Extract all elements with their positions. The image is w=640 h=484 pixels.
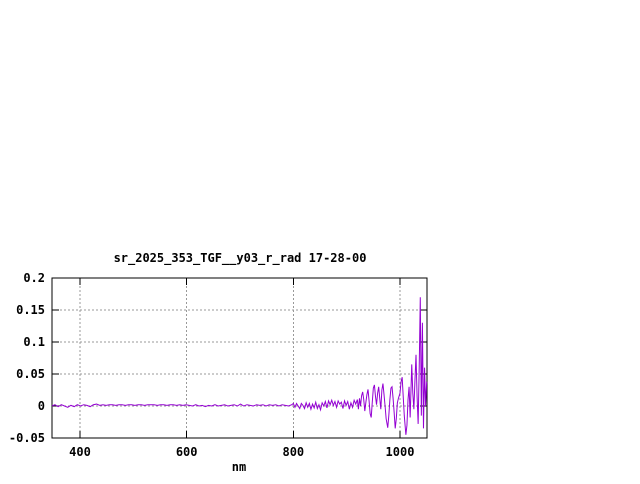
x-axis-label: nm [232,460,246,474]
series-line [51,297,428,435]
y-tick-label: 0.2 [23,271,45,285]
gridlines [52,278,427,438]
y-tick-label: 0 [38,399,45,413]
y-tick-label: 0.1 [23,335,45,349]
y-tick-label: 0.05 [16,367,45,381]
x-tick-label: 400 [69,445,91,459]
x-tick-label: 800 [282,445,304,459]
x-tick-label: 600 [176,445,198,459]
y-tick-label: 0.15 [16,303,45,317]
plot-border [51,277,428,439]
x-tick-label: 1000 [386,445,415,459]
y-tick-label: -0.05 [9,431,45,445]
axis-ticks [52,277,427,439]
axis-tick-labels: 400 600 800 1000 -0.05 0 0.05 0.1 0.15 0.2 [9,271,415,459]
data-series [51,297,428,435]
chart-title: sr_2025_353_TGF__y03_r_rad 17-28-00 [114,251,367,266]
